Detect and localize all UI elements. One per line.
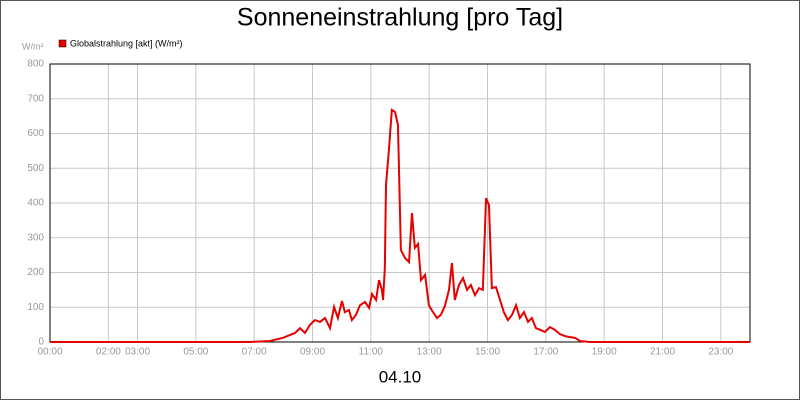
- y-tick-label: 200: [27, 267, 44, 278]
- x-tick-label: 21:00: [650, 347, 675, 358]
- chart-title: Sonneneinstrahlung [pro Tag]: [237, 4, 563, 32]
- x-tick-label: 13:00: [417, 347, 442, 358]
- x-tick-label: 17:00: [533, 347, 558, 358]
- x-axis-label: 04.10: [379, 367, 422, 386]
- x-tick-label: 05:00: [183, 347, 208, 358]
- y-tick-label: 600: [27, 128, 44, 139]
- y-tick-label: 700: [27, 93, 44, 104]
- y-tick-label: 800: [27, 59, 44, 70]
- y-tick-label: 500: [27, 163, 44, 174]
- y-tick-label: 400: [27, 198, 44, 209]
- x-tick-label: 19:00: [592, 347, 617, 358]
- x-tick-label: 23:00: [708, 347, 733, 358]
- x-tick-label: 09:00: [300, 347, 325, 358]
- data-line: [50, 108, 750, 343]
- y-unit: W/m²: [22, 41, 44, 51]
- x-tick-label: 03:00: [125, 347, 150, 358]
- y-tick-label: 0: [38, 337, 44, 348]
- x-tick-label: 11:00: [359, 347, 384, 358]
- y-tick-label: 300: [27, 232, 44, 243]
- x-tick-label: 02:00: [96, 347, 121, 358]
- y-tick-label: 100: [27, 302, 44, 313]
- x-tick-label: 15:00: [475, 347, 500, 358]
- plot-border: [49, 63, 751, 343]
- x-tick-label: 07:00: [242, 347, 267, 358]
- x-tick-label: 00:00: [37, 347, 62, 358]
- legend-label: Globalstrahlung [akt] (W/m²): [70, 38, 183, 48]
- legend-swatch: [58, 39, 67, 48]
